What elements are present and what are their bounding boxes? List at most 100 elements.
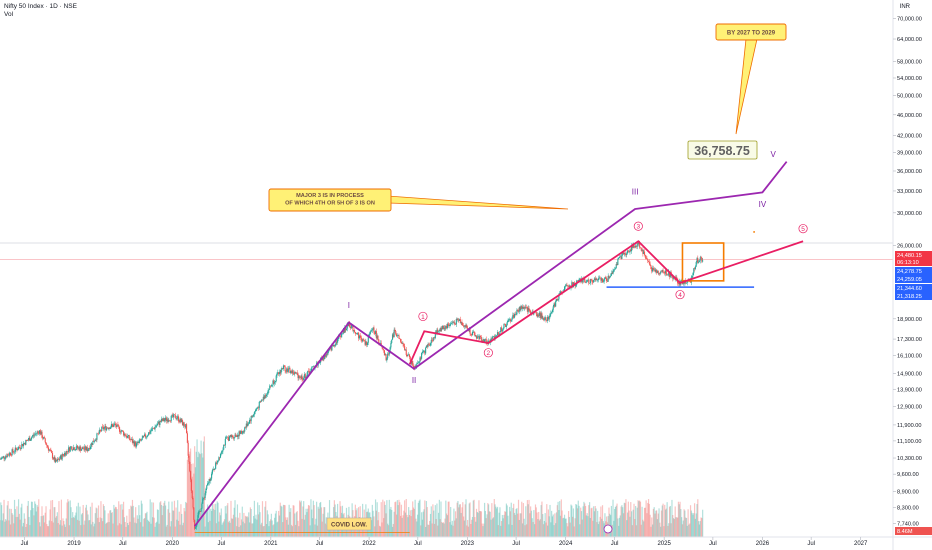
x-tick-label: 2019 [67,541,81,547]
volume-bar [223,519,226,537]
volume-bar [28,516,30,537]
candle-body [446,325,448,329]
candle-body [29,437,31,441]
minor-wave-label: 2 [487,350,491,357]
volume-bar [141,503,143,537]
volume-bar [133,517,135,537]
volume-bar [497,525,499,537]
candle-body [600,278,602,281]
candle-body [307,370,309,375]
candle-body [683,281,685,284]
volume-bar [303,519,306,537]
volume-bar [379,526,382,537]
candle-body [73,447,75,451]
volume-bar [425,526,427,537]
volume-bar [62,518,64,537]
volume-bar [668,523,670,537]
volume-bar [411,509,413,537]
candle-body [99,429,101,431]
candle-body [341,333,343,335]
candle-body [483,339,485,343]
volume-bar [95,507,97,537]
volume-bar [562,518,564,537]
volume-bar [284,505,286,537]
candle-body [175,418,177,419]
volume-bar [450,506,452,537]
candle-body [399,338,401,340]
volume-bar [211,500,214,537]
candle-body [348,323,350,327]
candle-body [145,436,147,438]
volume-bar [165,526,167,537]
x-tick-label: Jul [611,541,619,547]
y-tick-label: 42,000.00 [897,134,922,140]
volume-bar [3,499,5,537]
price-tag: 24,480.15 [895,251,932,259]
volume-bar [265,501,267,537]
volume-bar [148,521,150,537]
candle-body [139,439,142,441]
volume-bar [403,510,405,537]
candle-body [49,449,51,451]
y-tick-label: 36,000.00 [897,169,922,175]
candle-body [552,306,554,310]
candle-body [244,427,247,428]
candle-body [169,420,171,422]
volume-bar [594,506,596,537]
y-tick-label: 8,900.00 [897,490,919,496]
volume-bar [530,510,533,537]
volume-bar [681,524,684,537]
candle-body [631,245,633,249]
candle-body [131,439,134,443]
x-tick-label: 2023 [461,541,475,547]
candle-body [466,325,468,328]
volume-bar [458,507,460,537]
volume-bar [576,508,579,537]
volume-bar [634,519,636,537]
volume-bar [423,509,425,537]
candle-body [380,342,382,346]
volume-bar [651,517,653,537]
candle-body [376,335,378,339]
candle-body [656,270,658,273]
volume-bar [143,518,146,537]
candle-body [676,277,678,279]
volume-bar [169,526,172,537]
volume-bar [122,501,125,537]
volume-bar [30,501,33,537]
volume-bar [296,511,298,537]
y-tick-label: 9,600.00 [897,472,919,478]
candle-body [118,427,121,432]
candle-body [626,250,629,254]
candle-body [551,309,553,313]
candle-body [389,347,391,352]
candle-body [290,370,292,373]
volume-bar [610,505,612,537]
candle-body [26,440,29,441]
candle-body [111,423,113,425]
volume-bar [323,507,325,537]
volume-bar [11,513,13,537]
candle-body [605,277,607,279]
volume-bar [433,523,436,537]
volume-bar [221,524,223,537]
candle-body [181,420,183,423]
volume-bar [83,524,85,537]
candle-body [246,423,248,427]
volume-bar [569,522,571,537]
volume-bar [295,512,298,537]
candle-body [654,269,656,272]
volume-bar [298,526,300,537]
volume-bar [57,523,59,537]
candle-body [664,270,667,274]
volume-bar [70,507,72,537]
volume-bar [563,514,566,537]
candle-body [362,339,364,341]
candle-body [527,307,529,312]
candle-body [361,339,363,342]
volume-bar [9,524,12,537]
volume-bar [552,514,554,537]
volume-bar [349,525,352,537]
volume-bar [558,510,560,537]
